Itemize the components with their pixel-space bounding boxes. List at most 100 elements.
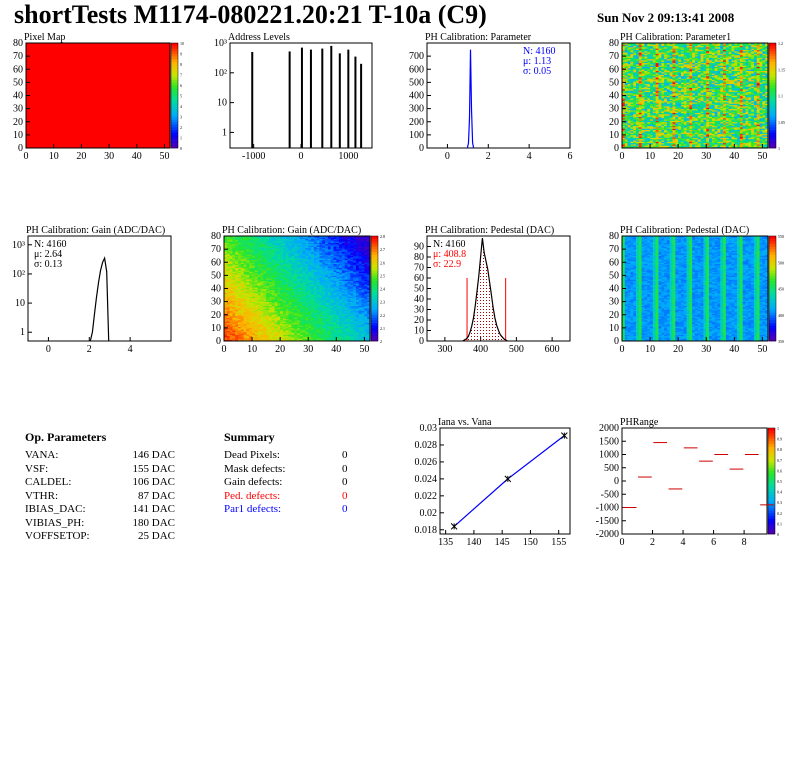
y-axis: 0 100 200 300 400 500 600 700 — [409, 51, 431, 154]
summary-row: Gain defects: 0 — [224, 476, 364, 490]
y-axis: 0 10 20 30 40 50 60 70 80 — [211, 231, 228, 347]
y-axis: 0 10 20 30 40 50 60 70 80 — [609, 38, 626, 154]
x-tick-label: 40 — [729, 344, 739, 355]
summary-name: Gain defects: — [224, 476, 283, 488]
chart-title: PH Calibration: Pedestal (DAC) — [425, 225, 554, 236]
x-tick-label: 2 — [87, 344, 92, 355]
chart-title: PH Calibration: Gain (ADC/DAC) — [26, 225, 165, 236]
y-tick-label: 500 — [604, 463, 619, 474]
x-axis: 0 10 20 30 40 50 — [222, 337, 369, 355]
summary-value: 0 — [342, 462, 348, 475]
summary-value: 0 — [342, 489, 348, 502]
summary-name: Mask defects: — [224, 462, 286, 475]
op-param-name: VSF: — [25, 462, 49, 475]
stat-label: N: 4160 — [523, 46, 556, 57]
op-param-row: VOFFSETOP: 25 DAC — [25, 530, 175, 544]
color-tick: 0.2 — [777, 511, 782, 516]
y-tick-label: 20 — [211, 310, 221, 321]
color-tick: 0.5 — [777, 479, 782, 484]
chart-title: PH Calibration: Pedestal (DAC) — [620, 225, 749, 236]
op-param-name: CALDEL: — [25, 476, 72, 488]
chart-phrange: PHRange 0 0.1 0.2 0.3 0.4 0.5 0.6 0.7 0.8 0.9 1 0 2 4 6… — [596, 417, 782, 548]
address-peak — [330, 45, 333, 148]
color-tick: 3 — [180, 115, 182, 120]
y-tick-label: 1 — [222, 127, 227, 138]
x-tick-label: 20 — [673, 151, 683, 162]
y-tick-label: 0.022 — [415, 491, 438, 502]
x-tick-label: 0 — [222, 344, 227, 355]
chart-ph-cal-parameter: PH Calibration: Parameter 0 2 4 6 0 100 200 300 4… — [409, 32, 573, 162]
stat-label: μ: 408.8 — [433, 249, 466, 260]
summary-value: 0 — [342, 476, 348, 488]
y-tick-label: 0.026 — [415, 457, 438, 468]
op-param-value: 106 DAC — [132, 476, 175, 488]
x-tick-label: 40 — [132, 151, 142, 162]
color-tick: 1.05 — [778, 120, 785, 125]
color-tick: 350 — [778, 339, 784, 344]
y-tick-label: 10 — [609, 130, 619, 141]
color-tick: 2.3 — [380, 300, 385, 305]
x-axis: 0 10 20 30 40 50 — [24, 144, 169, 162]
summary-row: Dead Pixels: 0 — [224, 449, 364, 463]
x-tick-label: 8 — [742, 537, 747, 548]
x-tick-label: 1000 — [338, 151, 358, 162]
color-scale: 0 1 2 3 4 5 6 7 8 9 10 — [170, 41, 184, 151]
color-tick: 2.4 — [380, 287, 385, 292]
color-tick: 2.2 — [380, 313, 385, 318]
color-tick: 400 — [778, 313, 784, 318]
color-tick: 5 — [180, 94, 182, 99]
y-tick-label: 0.03 — [420, 423, 438, 434]
y-tick-label: 0.02 — [420, 508, 438, 519]
x-tick-label: 600 — [545, 344, 560, 355]
x-tick-label: 500 — [509, 344, 524, 355]
op-param-row: VSF: 155 DAC — [25, 463, 175, 477]
op-param-value: 87 DAC — [138, 489, 175, 502]
y-tick-label: 80 — [13, 38, 23, 49]
x-tick-label: 40 — [729, 151, 739, 162]
stat-label: σ: 0.05 — [523, 66, 551, 77]
y-tick-label: 10³ — [12, 240, 25, 251]
y-tick-label: 30 — [609, 104, 619, 115]
color-tick: 2.7 — [380, 247, 385, 252]
x-axis: 0 10 20 30 40 50 — [620, 337, 767, 355]
stat-label: σ: 0.13 — [34, 259, 62, 270]
color-tick: 10 — [180, 41, 184, 46]
chart-address-levels: Address Levels -1000 0 1000 1 10 10² 10³ — [214, 32, 373, 162]
summary: Summary Dead Pixels: 0 Mask defects: 0 Gain … — [224, 430, 364, 517]
y-axis: -2000 -1500 -1000 -500 0 500 1000 1500 2000 — [596, 423, 626, 540]
color-tick: 2.1 — [380, 326, 385, 331]
color-tick: 2.6 — [380, 260, 385, 265]
address-peak — [354, 56, 357, 149]
y-tick-label: 60 — [609, 64, 619, 75]
y-tick-label: 50 — [13, 77, 23, 88]
y-tick-label: 0 — [419, 143, 424, 154]
heatmap-cells — [622, 43, 769, 149]
address-peak — [251, 51, 254, 148]
y-tick-label: 40 — [13, 91, 23, 102]
summary-name: Dead Pixels: — [224, 449, 280, 461]
color-tick: 0.8 — [777, 447, 782, 452]
x-tick-label: 30 — [701, 151, 711, 162]
y-tick-label: 0 — [18, 143, 23, 154]
color-tick: 0 — [777, 532, 779, 537]
y-tick-label: 0.028 — [415, 440, 438, 451]
summary-name: Par1 defects: — [224, 503, 282, 515]
op-param-row: VIBIAS_PH: 180 DAC — [25, 517, 175, 531]
x-tick-label: 20 — [673, 344, 683, 355]
summary-row: Mask defects: 0 — [224, 463, 364, 477]
histogram-line — [466, 49, 475, 149]
op-param-name: VOFFSETOP: — [25, 530, 90, 542]
x-tick-label: 30 — [104, 151, 114, 162]
address-peak — [360, 63, 363, 149]
chart-title: Pixel Map — [24, 32, 65, 43]
y-tick-label: 300 — [409, 104, 424, 115]
color-tick: 0 — [180, 146, 182, 151]
y-tick-label: 20 — [609, 117, 619, 128]
y-tick-label: 1 — [20, 327, 25, 338]
color-tick: 1 — [180, 136, 182, 141]
y-axis: 0 10 20 30 40 50 60 70 80 — [609, 231, 626, 347]
x-tick-label: 10 — [645, 151, 655, 162]
color-tick: 2.5 — [380, 273, 385, 278]
y-tick-label: 70 — [13, 51, 23, 62]
